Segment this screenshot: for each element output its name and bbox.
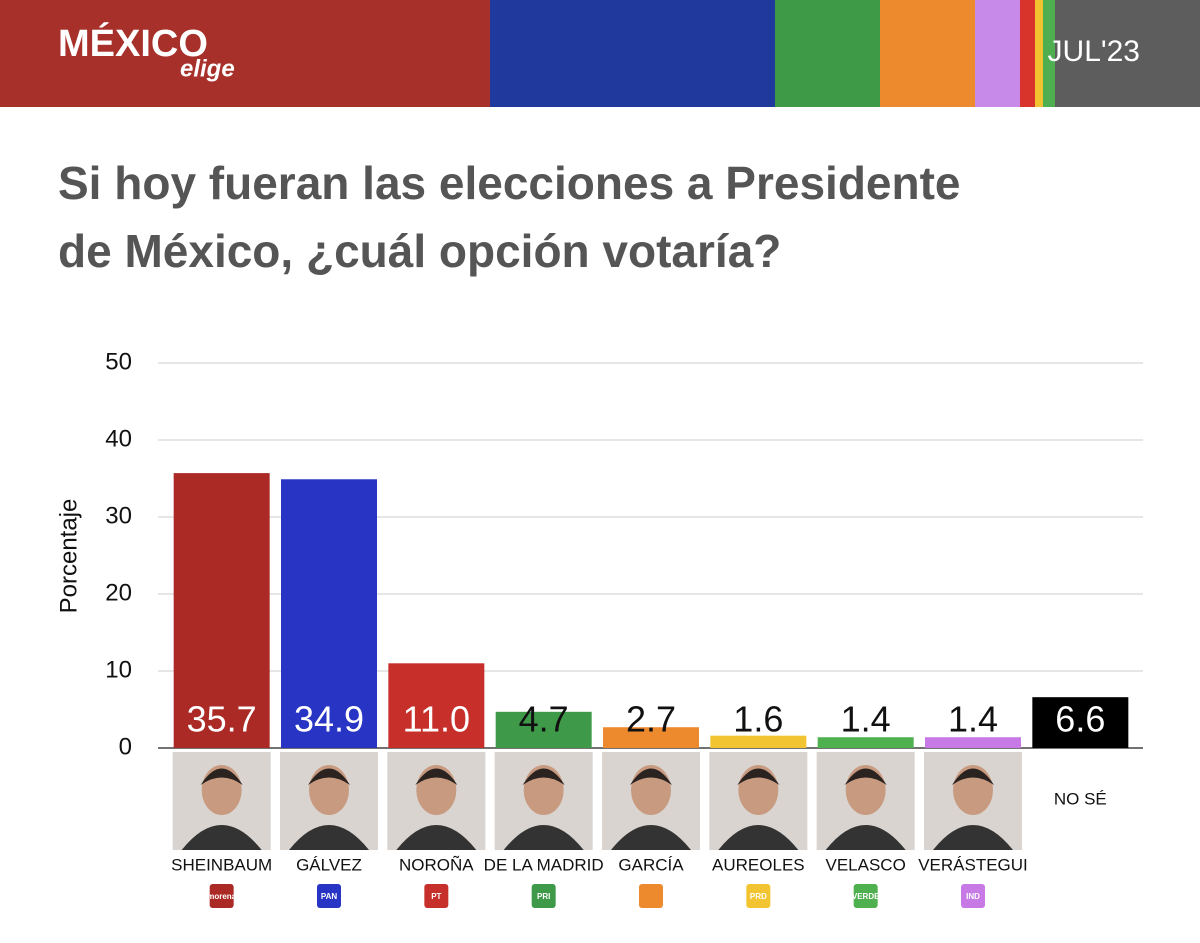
x-tick-label: NO SÉ — [1054, 789, 1107, 808]
bar — [710, 735, 807, 748]
value-label: 35.7 — [187, 699, 257, 740]
value-label: 1.4 — [948, 699, 998, 740]
party-label: PRI — [537, 892, 550, 901]
value-label: 6.6 — [1055, 699, 1105, 740]
value-label: 4.7 — [519, 699, 569, 740]
photo-part — [933, 825, 1013, 850]
chart-title: de México, ¿cuál opción votaría? — [58, 225, 781, 277]
photo-part — [630, 768, 672, 785]
bar — [817, 737, 914, 748]
party-label: PT — [431, 892, 441, 901]
brand-sub: elige — [180, 55, 235, 82]
photo-part — [289, 825, 369, 850]
y-tick-label: 30 — [105, 502, 132, 529]
photo-part — [718, 825, 799, 850]
y-tick-label: 20 — [105, 579, 132, 606]
value-label: 2.7 — [626, 699, 676, 740]
candidate-photo — [280, 752, 378, 850]
x-tick-label: AUREOLES — [712, 855, 805, 874]
party-logo — [639, 884, 663, 908]
candidate-photo — [816, 752, 915, 850]
party-label: morena — [207, 892, 236, 901]
party-label: IND — [966, 892, 980, 901]
party-label: PRD — [750, 892, 767, 901]
candidate-photo — [602, 752, 700, 850]
x-tick-label: VERÁSTEGUI — [918, 855, 1028, 874]
y-tick-label: 50 — [105, 348, 132, 375]
header-block — [880, 0, 975, 107]
x-tick-label: GARCÍA — [618, 855, 684, 874]
date: JUL'23 — [1048, 35, 1140, 68]
x-tick-label: DE LA MADRID — [484, 855, 604, 874]
photo-part — [522, 768, 565, 785]
value-label: 11.0 — [403, 699, 470, 740]
photo-part — [611, 825, 691, 850]
bar — [603, 727, 699, 748]
candidate-photo — [494, 752, 593, 850]
x-tick-label: GÁLVEZ — [296, 855, 362, 874]
x-tick-label: SHEINBAUM — [171, 855, 272, 874]
x-tick-label: VELASCO — [826, 855, 906, 874]
value-label: 1.6 — [733, 699, 783, 740]
header-block — [1035, 0, 1043, 107]
photo-part — [737, 768, 780, 785]
party-logo — [746, 884, 771, 908]
value-label: 1.4 — [841, 699, 891, 740]
party-logo — [317, 884, 341, 908]
photo-part — [396, 825, 477, 850]
party-logo — [853, 884, 878, 908]
candidate-photo — [709, 752, 808, 850]
photo-part — [844, 768, 887, 785]
party-logo — [424, 884, 449, 908]
header-block — [975, 0, 1020, 107]
party-logo — [531, 884, 556, 908]
bar — [388, 663, 485, 748]
photo-part — [308, 768, 350, 785]
chart-title: Si hoy fueran las elecciones a President… — [58, 157, 961, 209]
x-tick-label: NOROÑA — [399, 855, 474, 874]
party-logo — [961, 884, 985, 908]
y-tick-label: 10 — [105, 656, 132, 683]
y-tick-label: 40 — [105, 425, 132, 452]
bar — [173, 473, 270, 748]
y-axis-label: Porcentaje — [55, 499, 82, 614]
header-block — [775, 0, 880, 107]
candidate-photo — [172, 752, 271, 850]
photo-part — [503, 825, 584, 850]
party-label: PAN — [321, 892, 338, 901]
party-logo — [209, 884, 234, 908]
y-tick-label: 0 — [119, 733, 132, 760]
photo-part — [415, 768, 458, 785]
header-block — [1055, 0, 1200, 107]
bar — [495, 711, 592, 748]
photo-part — [200, 768, 243, 785]
bar — [281, 479, 377, 748]
header-block — [1043, 0, 1055, 107]
bar — [1032, 697, 1129, 748]
candidate-photo — [924, 752, 1022, 850]
photo-part — [825, 825, 906, 850]
candidate-photo — [387, 752, 486, 850]
party-label: VERDE — [852, 892, 880, 901]
photo-part — [952, 768, 994, 785]
brand: MÉXICO — [58, 21, 208, 65]
header-block — [490, 0, 775, 107]
value-label: 34.9 — [294, 699, 364, 740]
bar — [925, 737, 1021, 748]
header-band: MÉXICO elige JUL'23 — [0, 0, 1200, 107]
header-block — [1020, 0, 1035, 107]
header-block — [0, 0, 490, 107]
photo-part — [181, 825, 262, 850]
